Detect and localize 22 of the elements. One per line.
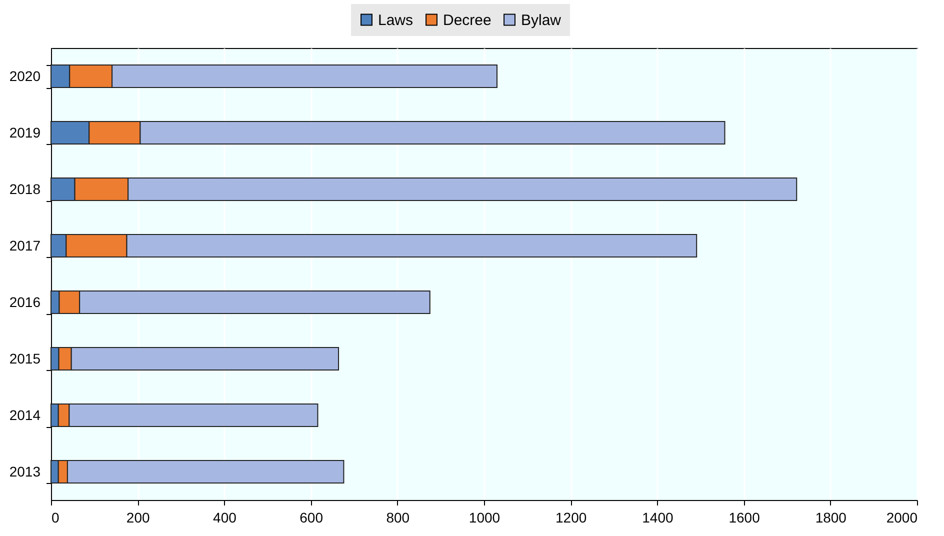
x-tick-label: 1600 [728,510,760,526]
x-tick-label: 2000 [886,510,918,526]
x-tick-label: 0 [52,510,60,526]
legend-label: Bylaw [521,12,562,29]
y-tick-label: 2013 [9,463,41,480]
x-tick-label: 400 [213,510,237,526]
x-tick-label: 1200 [556,510,587,526]
y-tick-label: 2018 [9,180,41,197]
y-tick-label: 2016 [9,294,41,310]
x-tick-label: 600 [300,510,324,526]
legend-label: Decree [443,12,492,29]
y-tick-label: 2017 [9,237,41,254]
legend-label: Laws [378,12,414,29]
x-tick-label: 200 [126,510,150,526]
y-tick-label: 2014 [9,406,41,423]
x-tick-label: 1800 [815,510,847,526]
y-tick-label: 2020 [9,68,41,84]
x-tick-label: 1400 [642,510,674,526]
y-tick-label: 2019 [9,124,41,140]
x-tick-label: 800 [386,510,410,526]
y-tick-label: 2015 [9,350,41,366]
x-tick-label: 1000 [468,510,500,526]
